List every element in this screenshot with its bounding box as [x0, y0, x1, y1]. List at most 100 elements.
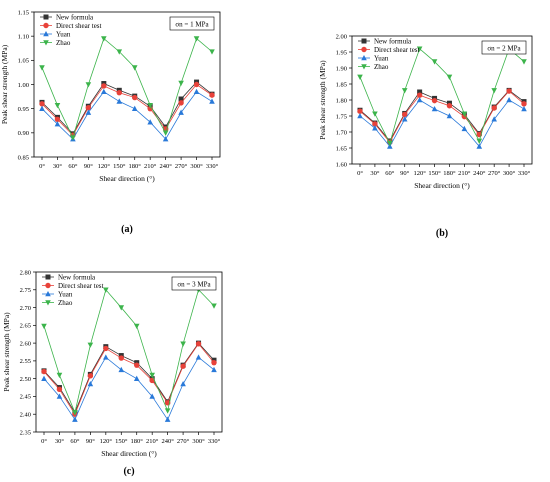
legend-label: Zhao: [374, 63, 389, 71]
data-point: [85, 109, 92, 115]
series-line-new-formula: [41, 81, 213, 135]
data-point: [180, 363, 186, 369]
data-point: [41, 375, 47, 381]
x-tick-label: 300°: [190, 163, 203, 170]
y-tick-label: 1.15: [18, 9, 29, 16]
x-tick-label: 150°: [115, 438, 128, 445]
legend-label: New formula: [56, 14, 94, 22]
legend-label: Yuan: [56, 31, 71, 39]
legend-marker: [45, 282, 51, 289]
data-point: [491, 116, 497, 122]
data-point: [402, 111, 408, 118]
data-point: [56, 386, 63, 393]
data-point: [101, 83, 107, 89]
plot-frame: [35, 271, 223, 433]
y-tick-label: 2.60: [20, 340, 31, 347]
x-tick-label: 30°: [53, 163, 63, 170]
x-tick-label: 90°: [86, 438, 96, 445]
x-tick-label: 180°: [129, 163, 142, 170]
annotation-box: [481, 40, 527, 55]
data-point: [461, 111, 468, 117]
data-point: [372, 125, 378, 131]
annotation-text: σn = 2 MPa: [487, 44, 521, 52]
data-point: [209, 98, 215, 104]
data-point: [116, 49, 123, 55]
data-point: [521, 59, 527, 65]
x-tick-label: 330°: [206, 163, 219, 170]
y-tick-label: 1.90: [336, 65, 347, 72]
data-point: [103, 287, 109, 293]
x-tick-label: 60°: [68, 163, 78, 170]
data-point: [87, 342, 94, 348]
x-tick-label: 150°: [428, 170, 441, 177]
x-tick-label: 270°: [175, 163, 188, 170]
panel-label: (b): [436, 228, 448, 239]
legend-marker: [43, 31, 49, 37]
data-point: [164, 416, 171, 422]
legend-marker: [43, 22, 49, 29]
x-tick-label: 240°: [161, 438, 174, 445]
data-point: [56, 393, 63, 399]
y-tick-label: 1.65: [336, 145, 347, 152]
x-tick-label: 30°: [55, 438, 65, 445]
y-tick-label: 1.00: [18, 82, 29, 89]
x-tick-label: 210°: [144, 163, 157, 170]
data-point: [72, 416, 78, 422]
x-tick-label: 300°: [192, 438, 205, 445]
data-point: [116, 98, 123, 104]
y-tick-label: 2.00: [336, 33, 347, 40]
data-point: [211, 303, 217, 309]
data-point: [209, 49, 215, 55]
data-point: [521, 105, 527, 112]
x-axis-label: Shear direction (°): [101, 449, 157, 458]
series-line-new-formula: [43, 342, 215, 414]
data-point: [211, 359, 217, 366]
data-point: [195, 341, 202, 347]
data-point: [149, 393, 155, 399]
data-point: [131, 105, 138, 111]
data-point: [178, 100, 184, 106]
legend-label: Yuan: [58, 291, 73, 299]
data-point: [506, 88, 512, 94]
y-tick-label: 1.05: [18, 58, 29, 65]
annotation-box: [171, 276, 217, 291]
data-point: [372, 111, 378, 117]
data-point: [193, 36, 200, 42]
data-point: [132, 94, 138, 101]
data-point: [476, 138, 483, 144]
x-tick-label: 180°: [443, 170, 456, 177]
y-tick-label: 2.45: [20, 394, 31, 401]
x-tick-label: 240°: [473, 170, 486, 177]
y-tick-label: 2.70: [20, 305, 31, 312]
y-tick-label: 2.75: [20, 287, 31, 294]
data-point: [116, 90, 122, 96]
y-tick-label: 2.35: [20, 429, 31, 436]
data-point: [357, 113, 363, 119]
data-point: [416, 92, 423, 98]
x-tick-label: 300°: [503, 170, 516, 177]
data-point: [357, 74, 363, 80]
legend-label: Direct shear test: [56, 22, 102, 30]
x-tick-label: 270°: [488, 170, 501, 177]
annotation-text: σn = 1 MPa: [175, 20, 209, 28]
data-point: [39, 105, 45, 111]
x-tick-label: 120°: [98, 163, 111, 170]
series-line-direct-shear-test: [43, 343, 215, 416]
annotation-box: [169, 16, 215, 31]
x-tick-label: 240°: [159, 163, 172, 170]
x-tick-label: 270°: [177, 438, 190, 445]
x-tick-label: 0°: [357, 170, 363, 177]
x-tick-label: 90°: [84, 163, 94, 170]
y-tick-label: 1.80: [336, 97, 347, 104]
series-line-yuan: [359, 99, 525, 148]
legend-label: New formula: [58, 274, 96, 282]
data-point: [180, 341, 186, 347]
series-line-yuan: [43, 356, 215, 421]
data-point: [70, 135, 76, 141]
data-point: [118, 366, 125, 373]
data-point: [209, 92, 215, 98]
chart-panel-1: 0.85 0.90 0.95 1.00 1.05 1.10 1.15 0° 30° 60° 90° 1…: [0, 9, 221, 235]
y-tick-label: 0.85: [18, 154, 29, 161]
y-tick-label: 0.95: [18, 106, 29, 113]
data-point: [491, 88, 497, 94]
